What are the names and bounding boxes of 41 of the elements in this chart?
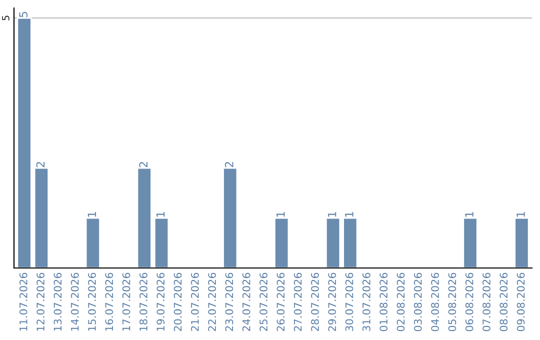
x-tick-label: 19.07.2026 [156, 272, 165, 331]
data-label: 2 [36, 162, 45, 168]
x-tick-label: 13.07.2026 [54, 272, 62, 331]
data-label: 1 [465, 212, 474, 217]
data-label: 1 [345, 212, 354, 217]
x-tick-label: 08.08.2026 [500, 272, 508, 332]
data-label: 2 [139, 162, 148, 168]
x-tick-label: 11.07.2026 [19, 272, 28, 331]
x-tick-label: 20.07.2026 [174, 272, 182, 332]
data-label: 1 [276, 212, 285, 217]
x-tick-label: 22.07.2026 [208, 272, 216, 332]
data-label: 1 [88, 212, 96, 217]
data-label: 1 [156, 212, 165, 217]
x-tick-label: 31.07.2026 [362, 272, 370, 332]
x-tick-label: 02.08.2026 [396, 272, 405, 332]
data-label: 2 [224, 162, 234, 168]
x-tick-label: 03.08.2026 [414, 272, 422, 332]
x-tick-label: 23.07.2026 [225, 272, 234, 332]
x-tick-label: 18.07.2026 [140, 272, 148, 331]
x-tick-label: 15.07.2026 [88, 272, 96, 331]
x-tick-label: 12.07.2026 [36, 272, 44, 331]
x-tick-label: 01.08.2026 [380, 272, 388, 332]
x-tick-label: 16.07.2026 [105, 272, 114, 331]
x-tick-label: 07.08.2026 [482, 272, 490, 332]
x-tick-label: 06.08.2026 [465, 272, 474, 332]
x-tick-label: 09.08.2026 [516, 272, 525, 332]
x-tick-label: 30.07.2026 [345, 272, 354, 332]
x-tick-label: 05.08.2026 [448, 272, 456, 332]
x-tick-label: 14.07.2026 [70, 272, 79, 331]
x-tick-label: 29.07.2026 [328, 272, 336, 332]
x-tick-label: 26.07.2026 [276, 272, 285, 332]
x-tick-label: 27.07.2026 [294, 272, 302, 332]
x-tick-label: 21.07.2026 [190, 272, 199, 332]
x-tick-label: 28.07.2026 [311, 272, 319, 332]
data-label: 1 [328, 212, 336, 217]
x-tick-label: 04.08.2026 [431, 272, 439, 332]
x-tick-label: 24.07.2026 [242, 272, 250, 332]
data-label: 1 [516, 212, 525, 217]
x-tick-label: 17.07.2026 [122, 272, 130, 331]
data-label: 5 [19, 12, 28, 18]
x-tick-label: 25.07.2026 [260, 272, 268, 332]
